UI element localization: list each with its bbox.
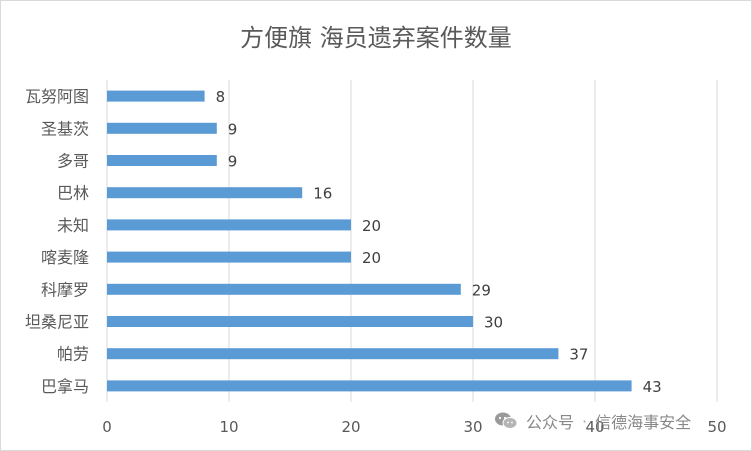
data-label: 9 — [228, 120, 238, 138]
watermark-account-label: 公众号 — [526, 413, 575, 432]
data-label: 20 — [362, 249, 381, 267]
watermark-separator: · — [582, 411, 588, 431]
category-label: 帕劳 — [57, 345, 89, 364]
data-label: 20 — [362, 217, 381, 235]
bar — [107, 90, 205, 102]
x-tick-label: 10 — [219, 418, 238, 436]
category-label: 多哥 — [57, 152, 89, 171]
category-label: 喀麦隆 — [41, 248, 89, 267]
bar — [107, 316, 473, 327]
bar — [107, 219, 351, 231]
category-label: 未知 — [57, 216, 89, 235]
bar — [107, 348, 559, 360]
bar — [107, 187, 303, 199]
bar — [107, 283, 461, 295]
data-label: 30 — [484, 314, 503, 332]
category-label: 巴林 — [57, 184, 89, 203]
category-label: 巴拿马 — [41, 377, 89, 396]
x-tick-label: 0 — [102, 418, 112, 436]
bar — [107, 251, 351, 263]
bar — [107, 380, 632, 392]
data-label: 8 — [216, 88, 226, 106]
data-label: 29 — [472, 281, 491, 299]
x-tick-label: 50 — [707, 418, 726, 436]
category-label: 坦桑尼亚 — [25, 313, 89, 332]
data-label: 16 — [313, 185, 332, 203]
x-tick-label: 20 — [341, 418, 360, 436]
category-label: 科摩罗 — [41, 280, 89, 299]
category-label: 瓦努阿图 — [25, 87, 89, 106]
data-label: 9 — [228, 153, 238, 171]
watermark: 公众号 · 信德海事安全 — [494, 406, 691, 436]
category-label: 圣基茨 — [41, 119, 89, 138]
x-tick-label: 30 — [463, 418, 482, 436]
bar — [107, 155, 217, 166]
data-label: 37 — [569, 346, 588, 364]
wechat-icon — [495, 412, 518, 429]
data-label: 43 — [643, 378, 662, 396]
x-tick-label: 40 — [585, 418, 604, 436]
bar — [107, 122, 217, 134]
watermark-name: 信德海事安全 — [595, 413, 692, 432]
chart-title: 方便旗 海员遗弃案件数量 — [240, 24, 512, 52]
